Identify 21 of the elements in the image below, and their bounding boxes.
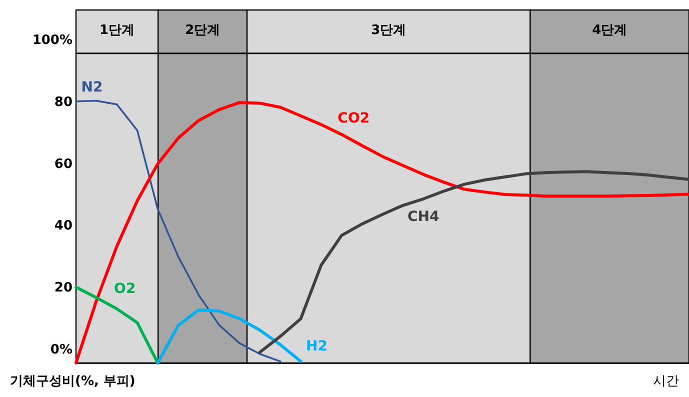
- annotation: 3단계: [371, 23, 406, 38]
- line-series: [75, 100, 282, 362]
- series-label: O2: [114, 280, 136, 297]
- annotation: 2단계: [185, 23, 220, 38]
- y-tick-label: 0%: [50, 342, 72, 358]
- y-tick-label: 20: [54, 280, 72, 296]
- series-label: N2: [81, 79, 103, 96]
- series-label: CO2: [338, 110, 370, 126]
- y-axis-title: 기체구성비(%, 부피): [10, 374, 136, 389]
- annotation: 4단계: [592, 23, 628, 38]
- line-series: [74, 101, 689, 364]
- line-series: [156, 308, 302, 364]
- series-label: CH4: [408, 208, 440, 225]
- y-tick-label: 80: [54, 94, 72, 110]
- line-series: [258, 170, 689, 354]
- series-label: H2: [306, 338, 328, 354]
- y-tick-label: 40: [54, 218, 72, 234]
- y-tick-label: 60: [54, 156, 72, 172]
- y-tick-label: 100%: [32, 32, 72, 48]
- x-axis-title: 시간: [653, 374, 679, 389]
- annotation: 1단계: [100, 23, 135, 38]
